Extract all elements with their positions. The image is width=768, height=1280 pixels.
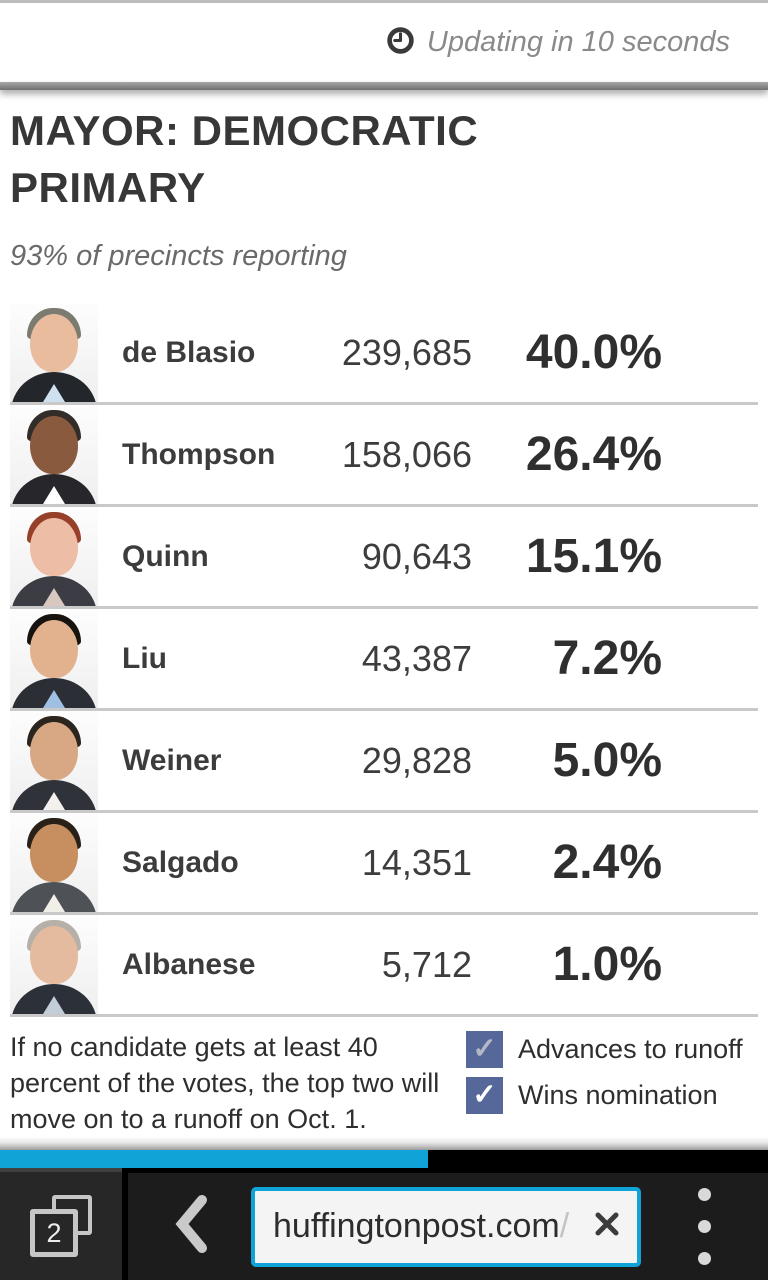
status-bar: Updating in 10 seconds bbox=[0, 0, 768, 82]
toolbar-seam bbox=[122, 1168, 128, 1280]
page-load-progress-fill bbox=[0, 1150, 428, 1168]
back-arrow-icon bbox=[171, 1195, 209, 1258]
candidate-name: de Blasio bbox=[122, 335, 256, 369]
candidate-photo bbox=[10, 813, 98, 912]
tabs-button[interactable]: 2 bbox=[0, 1168, 122, 1280]
avatar-shirt bbox=[43, 486, 65, 504]
avatar-shirt bbox=[43, 384, 65, 402]
candidate-row-weiner: Weiner 29,828 5.0% bbox=[10, 711, 758, 813]
check-icon: ✓ bbox=[472, 1079, 497, 1111]
candidate-row-quinn: Quinn 90,643 15.1% bbox=[10, 507, 758, 609]
menu-dot-icon bbox=[698, 1188, 711, 1201]
candidate-percent: 1.0% bbox=[552, 938, 662, 991]
footnote-line: move on to a runoff on Oct. 1. bbox=[10, 1104, 367, 1134]
candidate-name: Weiner bbox=[122, 743, 222, 777]
candidate-name: Quinn bbox=[122, 539, 209, 573]
candidate-photo bbox=[10, 507, 98, 606]
candidate-name: Salgado bbox=[122, 845, 239, 879]
candidate-percent: 7.2% bbox=[552, 632, 662, 685]
candidate-percent: 5.0% bbox=[552, 734, 662, 787]
avatar-face bbox=[30, 518, 78, 576]
candidate-photo bbox=[10, 303, 98, 402]
candidate-votes: 90,643 bbox=[361, 535, 472, 577]
candidate-photo bbox=[10, 609, 98, 708]
legend: ✓ Advances to runoff ✓ Wins nomination bbox=[466, 1029, 743, 1137]
page-title: MAYOR: DEMOCRATIC PRIMARY bbox=[10, 107, 479, 211]
candidate-photo bbox=[10, 915, 98, 1014]
candidate-row-salgado: Salgado 14,351 2.4% bbox=[10, 813, 758, 915]
avatar-shirt bbox=[43, 996, 65, 1014]
updating-status-text: Updating in 10 seconds bbox=[426, 26, 730, 58]
runoff-footnote: If no candidate gets at least 40 percent… bbox=[10, 1029, 462, 1137]
candidate-votes: 43,387 bbox=[361, 637, 472, 679]
candidate-name: Liu bbox=[122, 641, 167, 675]
menu-dot-icon bbox=[698, 1220, 711, 1233]
candidate-votes: 158,066 bbox=[341, 433, 472, 475]
avatar-face bbox=[30, 416, 78, 474]
avatar-face bbox=[30, 824, 78, 882]
candidate-row-albanese: Albanese 5,712 1.0% bbox=[10, 915, 758, 1017]
url-bar[interactable]: huffingtonpost.com / bbox=[251, 1186, 641, 1267]
avatar-face bbox=[30, 926, 78, 984]
candidate-percent: 26.4% bbox=[525, 428, 662, 481]
back-button[interactable] bbox=[128, 1173, 251, 1280]
avatar-face bbox=[30, 314, 78, 372]
candidate-photo bbox=[10, 711, 98, 810]
legend-label: Advances to runoff bbox=[518, 1034, 743, 1064]
legend-item-advances: ✓ Advances to runoff bbox=[466, 1031, 743, 1068]
tab-count-badge: 2 bbox=[46, 1217, 62, 1248]
checkbox-icon: ✓ bbox=[466, 1031, 503, 1068]
page-load-progress bbox=[0, 1150, 768, 1168]
candidate-percent: 40.0% bbox=[525, 326, 662, 379]
footnote-line: percent of the votes, the top two will bbox=[10, 1068, 440, 1098]
header-divider bbox=[0, 82, 768, 90]
browser-toolbar: 2 huffingtonpost.com / bbox=[0, 1168, 768, 1280]
avatar-shirt bbox=[43, 690, 65, 708]
avatar-face bbox=[30, 620, 78, 678]
candidate-percent: 15.1% bbox=[525, 530, 662, 583]
candidate-percent: 2.4% bbox=[552, 836, 662, 889]
tabs-front-square: 2 bbox=[30, 1209, 78, 1257]
candidate-votes: 29,828 bbox=[361, 739, 472, 781]
clock-icon bbox=[386, 26, 415, 60]
candidate-name: Albanese bbox=[122, 947, 256, 981]
page-content: MAYOR: DEMOCRATIC PRIMARY 93% of precinc… bbox=[0, 90, 768, 1137]
candidate-row-liu: Liu 43,387 7.2% bbox=[10, 609, 758, 711]
toolbar-main: huffingtonpost.com / bbox=[128, 1168, 768, 1280]
candidate-votes: 239,685 bbox=[341, 331, 472, 373]
candidate-votes: 14,351 bbox=[361, 841, 472, 883]
close-icon bbox=[591, 1208, 623, 1245]
url-suffix: / bbox=[559, 1207, 570, 1245]
avatar-shirt bbox=[43, 588, 65, 606]
url-text: huffingtonpost.com bbox=[273, 1207, 560, 1245]
checkbox-icon: ✓ bbox=[466, 1077, 503, 1114]
candidate-row-deblasio: de Blasio 239,685 40.0% bbox=[10, 303, 758, 405]
precincts-reporting-subtitle: 93% of precincts reporting bbox=[10, 240, 347, 272]
overflow-menu-button[interactable] bbox=[641, 1173, 768, 1280]
candidate-photo bbox=[10, 405, 98, 504]
candidate-name: Thompson bbox=[122, 437, 276, 471]
avatar-shirt bbox=[43, 894, 65, 912]
legend-item-wins: ✓ Wins nomination bbox=[466, 1077, 743, 1114]
candidate-row-thompson: Thompson 158,066 26.4% bbox=[10, 405, 758, 507]
results-footer: If no candidate gets at least 40 percent… bbox=[10, 1029, 758, 1137]
avatar-shirt bbox=[43, 792, 65, 810]
candidate-votes: 5,712 bbox=[381, 943, 472, 985]
stop-button[interactable] bbox=[591, 1208, 623, 1245]
menu-dot-icon bbox=[698, 1252, 711, 1265]
check-icon: ✓ bbox=[472, 1033, 497, 1065]
page-edge-shadow bbox=[0, 1137, 768, 1150]
avatar-face bbox=[30, 722, 78, 780]
tabs-icon: 2 bbox=[30, 1195, 92, 1257]
legend-label: Wins nomination bbox=[518, 1080, 718, 1110]
footnote-line: If no candidate gets at least 40 bbox=[10, 1032, 378, 1062]
results-table: de Blasio 239,685 40.0% Thompson 158,066… bbox=[10, 303, 758, 1017]
